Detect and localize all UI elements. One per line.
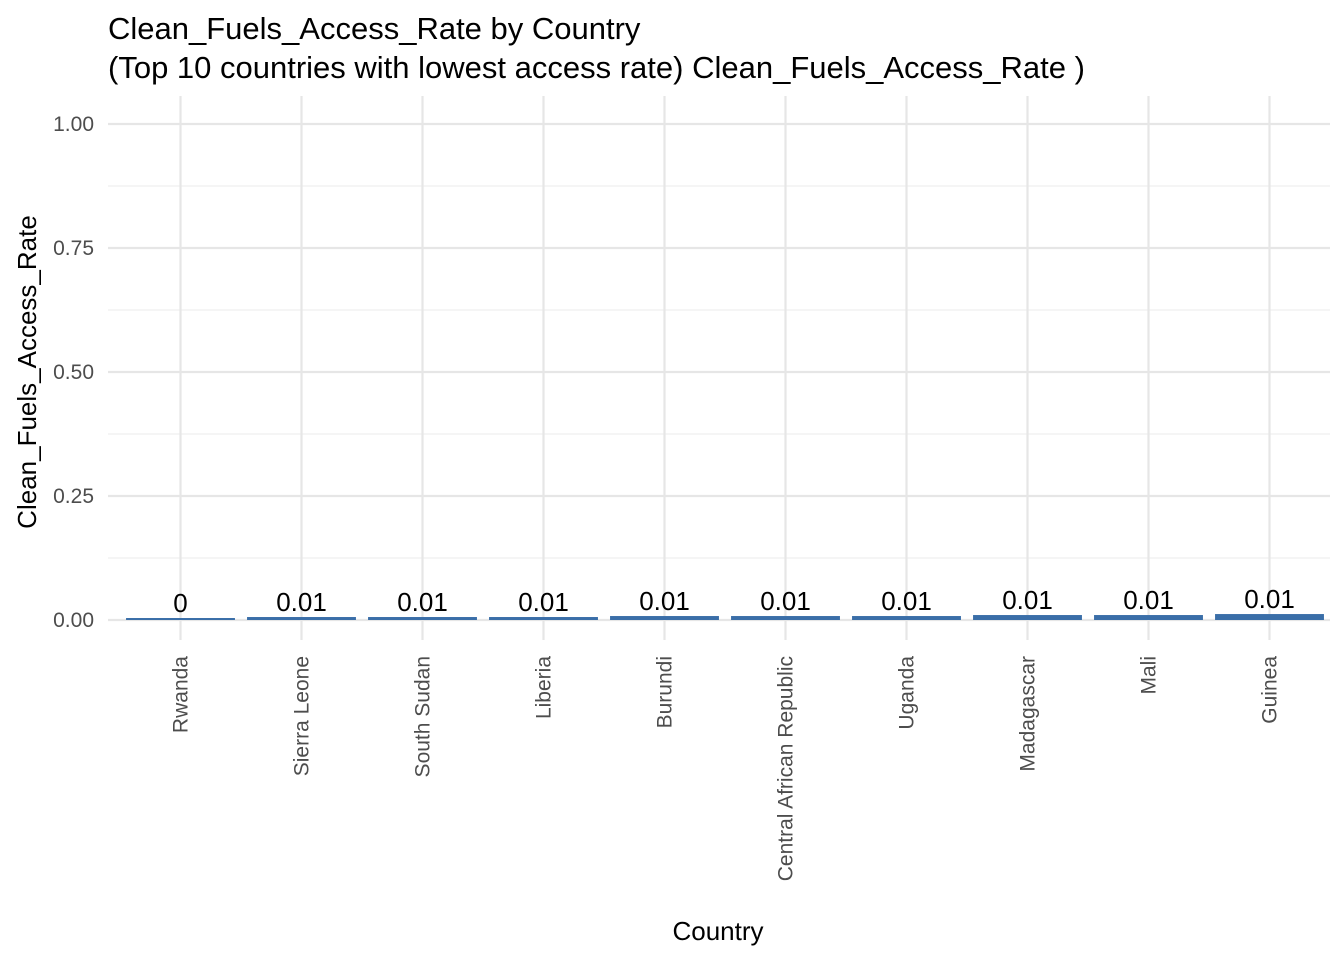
bar bbox=[368, 617, 477, 620]
y-axis-title: Clean_Fuels_Access_Rate bbox=[12, 215, 42, 529]
bar bbox=[1215, 614, 1324, 620]
data-label: 0.01 bbox=[1244, 584, 1295, 614]
data-label: 0.01 bbox=[1123, 585, 1174, 615]
y-tick-label: 0.75 bbox=[53, 237, 94, 260]
x-tick-label: Madagascar bbox=[1017, 656, 1040, 772]
data-label: 0.01 bbox=[760, 586, 811, 616]
x-tick-label: South Sudan bbox=[412, 656, 435, 777]
x-axis-title: Country bbox=[672, 916, 763, 946]
bar bbox=[852, 616, 961, 620]
chart-title: Clean_Fuels_Access_Rate by Country bbox=[108, 11, 641, 46]
x-tick-label: Burundi bbox=[654, 656, 677, 728]
x-tick-label: Guinea bbox=[1259, 656, 1282, 724]
x-tick-label: Rwanda bbox=[170, 656, 193, 733]
data-label: 0.01 bbox=[276, 587, 327, 617]
x-tick-label: Mali bbox=[1138, 656, 1161, 695]
y-tick-label: 0.00 bbox=[53, 609, 94, 632]
y-axis-tick-labels: 0.00 0.25 0.50 0.75 1.00 bbox=[53, 113, 94, 632]
x-tick-label: Liberia bbox=[533, 656, 556, 719]
data-label: 0 bbox=[173, 588, 187, 618]
y-tick-label: 1.00 bbox=[53, 113, 94, 136]
bar bbox=[973, 615, 1082, 620]
gridlines bbox=[108, 96, 1330, 640]
chart-subtitle: (Top 10 countries with lowest access rat… bbox=[108, 50, 1085, 85]
bar bbox=[1094, 615, 1203, 620]
data-label: 0.01 bbox=[639, 586, 690, 616]
x-tick-label: Central African Republic bbox=[775, 656, 798, 881]
bar bbox=[126, 618, 235, 620]
data-label: 0.01 bbox=[1002, 585, 1053, 615]
bar bbox=[247, 617, 356, 620]
data-label: 0.01 bbox=[518, 587, 569, 617]
bars: 0 0.01 0.01 0.01 0.01 0.01 0.01 0.01 0.01 0.01 bbox=[126, 584, 1324, 620]
x-axis-tick-labels: Rwanda Sierra Leone South Sudan Liberia Buru… bbox=[170, 656, 1282, 882]
x-tick-label: Sierra Leone bbox=[291, 656, 314, 776]
data-label: 0.01 bbox=[881, 586, 932, 616]
bar bbox=[489, 617, 598, 620]
bar bbox=[731, 616, 840, 620]
bar bbox=[610, 616, 719, 620]
data-label: 0.01 bbox=[397, 587, 448, 617]
x-tick-label: Uganda bbox=[896, 656, 919, 730]
y-tick-label: 0.25 bbox=[53, 485, 94, 508]
y-tick-label: 0.50 bbox=[53, 361, 94, 384]
